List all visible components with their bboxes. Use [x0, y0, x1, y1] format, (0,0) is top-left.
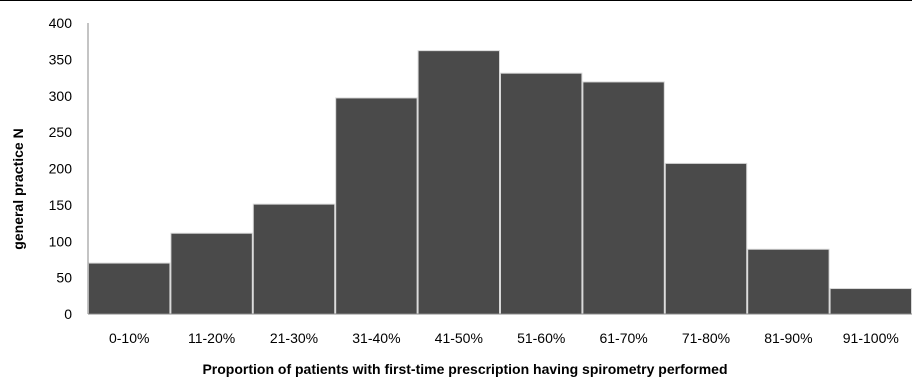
bar: [500, 72, 583, 315]
bar: [170, 232, 253, 315]
x-tick-label: 11-20%: [188, 330, 235, 346]
x-tick-label: 71-80%: [682, 330, 730, 346]
bars: [88, 50, 912, 315]
y-tick-label: 50: [56, 270, 72, 286]
bar: [335, 97, 418, 315]
bar: [829, 288, 912, 315]
bar: [88, 262, 171, 315]
x-tick-label: 31-40%: [352, 330, 400, 346]
x-tick-label: 91-100%: [843, 330, 899, 346]
bar: [417, 50, 501, 315]
bar: [664, 162, 748, 315]
x-tick-label: 41-50%: [435, 330, 483, 346]
y-tick-label: 400: [49, 15, 73, 31]
y-tick-label: 0: [64, 306, 72, 322]
bar: [252, 203, 336, 315]
x-tick-label: 81-90%: [764, 330, 812, 346]
y-tick-label: 100: [49, 233, 73, 249]
x-tick-label: 51-60%: [517, 330, 565, 346]
x-axis-title: Proportion of patients with first-time p…: [202, 361, 727, 377]
y-tick-label: 300: [49, 88, 73, 104]
y-tick-label: 200: [49, 161, 73, 177]
x-tick-label: 21-30%: [270, 330, 318, 346]
y-tick-label: 350: [49, 51, 73, 67]
bar: [582, 81, 665, 315]
x-tick-label: 61-70%: [599, 330, 647, 346]
y-tick-label: 250: [49, 124, 73, 140]
x-tick-label: 0-10%: [109, 330, 149, 346]
y-tick-label: 150: [49, 197, 73, 213]
bar: [747, 248, 830, 315]
y-tick-labels: 0 50 100 150 200 250 300 350 400: [49, 15, 73, 322]
x-tick-labels: 0-10% 11-20% 21-30% 31-40% 41-50% 51-60% 61-70…: [109, 330, 899, 346]
y-axis-title: general practice N: [10, 128, 26, 249]
